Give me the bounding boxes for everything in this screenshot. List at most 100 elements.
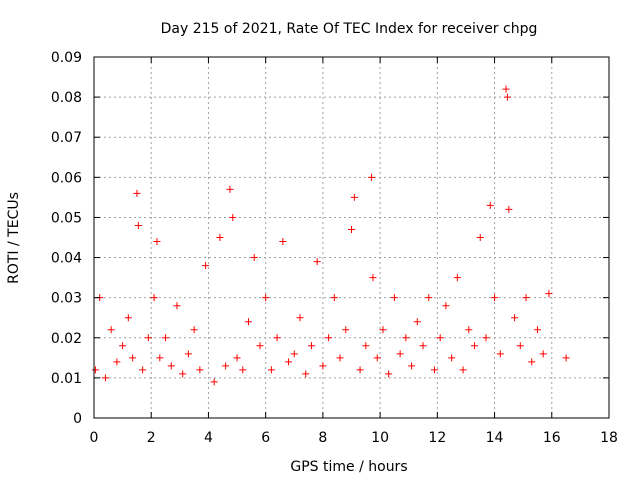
data-point: [113, 358, 121, 366]
data-point: [362, 342, 370, 350]
data-point: [222, 362, 230, 370]
data-point: [425, 294, 433, 302]
data-point: [486, 201, 494, 209]
data-point: [408, 362, 416, 370]
data-point: [496, 350, 504, 358]
data-point: [453, 274, 461, 282]
y-tick-label: 0.05: [51, 210, 82, 226]
data-point: [336, 354, 344, 362]
data-point: [226, 185, 234, 193]
data-point: [369, 274, 377, 282]
data-point: [368, 173, 376, 181]
data-point: [144, 334, 152, 342]
data-point: [91, 366, 99, 374]
data-point: [134, 221, 142, 229]
data-point: [476, 234, 484, 241]
data-point: [342, 326, 350, 334]
x-tick-label: 4: [204, 430, 213, 446]
data-point: [511, 314, 519, 322]
data-point: [325, 334, 333, 342]
data-point: [239, 366, 247, 374]
data-point: [202, 262, 210, 270]
data-point: [319, 362, 327, 370]
data-point: [184, 350, 192, 358]
data-point: [153, 238, 161, 246]
data-point: [516, 342, 524, 350]
y-tick-label: 0: [73, 411, 82, 427]
data-point: [330, 294, 338, 302]
x-tick-label: 18: [600, 430, 618, 446]
data-point: [101, 374, 109, 382]
data-point: [233, 354, 241, 362]
data-point: [503, 93, 511, 101]
data-point: [562, 354, 570, 362]
data-point: [245, 318, 252, 326]
data-point: [356, 366, 364, 374]
x-tick-label: 14: [486, 430, 504, 446]
y-tick-label: 0.02: [51, 331, 82, 347]
data-point: [267, 366, 275, 374]
x-axis-ticks: 0 2 4 6 8 10 12 14 16 18: [90, 57, 618, 446]
data-point: [491, 294, 499, 302]
data-point: [442, 302, 450, 310]
data-point: [379, 326, 387, 334]
data-point: [162, 334, 170, 342]
data-point: [539, 350, 547, 358]
data-point: [436, 334, 444, 342]
data-point: [129, 354, 137, 362]
data-point: [533, 326, 541, 334]
plot-frame: [93, 56, 610, 419]
data-point: [522, 294, 530, 302]
x-tick-label: 6: [261, 430, 270, 446]
data-point: [465, 326, 473, 334]
data-point: [402, 334, 410, 342]
data-point: [173, 302, 181, 310]
data-point: [179, 370, 187, 378]
data-point: [471, 342, 479, 350]
data-point: [502, 85, 510, 93]
data-point: [396, 350, 404, 358]
data-point: [348, 225, 355, 233]
data-point: [385, 370, 393, 378]
data-point: [273, 334, 281, 342]
data-point: [313, 258, 321, 266]
data-point: [210, 378, 218, 386]
data-point: [528, 358, 536, 366]
data-point: [482, 334, 490, 342]
data-point: [107, 326, 115, 334]
data-point: [413, 318, 421, 326]
data-point: [139, 366, 147, 374]
y-tick-label: 0.01: [51, 371, 82, 387]
x-tick-label: 2: [147, 430, 156, 446]
data-point: [150, 294, 158, 302]
data-point: [419, 342, 427, 350]
data-points: [91, 85, 570, 386]
x-tick-label: 16: [543, 430, 561, 446]
y-axis-label: ROTI / TECUs: [6, 192, 22, 284]
data-point: [119, 342, 127, 350]
x-tick-label: 8: [318, 430, 327, 446]
data-point: [216, 234, 224, 241]
data-point: [124, 314, 132, 322]
x-tick-label: 0: [90, 430, 99, 446]
x-axis-label: GPS time / hours: [290, 459, 407, 475]
y-tick-label: 0.09: [51, 50, 82, 66]
data-point: [296, 314, 304, 322]
data-point: [262, 294, 270, 302]
data-point: [156, 354, 164, 362]
grid-lines: [94, 57, 609, 418]
data-point: [167, 362, 175, 370]
data-point: [307, 342, 315, 350]
y-tick-label: 0.07: [51, 130, 82, 146]
data-point: [448, 354, 456, 362]
data-point: [459, 366, 467, 374]
data-point: [390, 294, 398, 302]
y-tick-label: 0.06: [51, 170, 82, 186]
data-point: [373, 354, 381, 362]
data-point: [256, 342, 264, 350]
data-point: [133, 189, 141, 197]
data-point: [350, 193, 358, 201]
data-point: [196, 366, 204, 374]
y-tick-label: 0.03: [51, 291, 82, 307]
